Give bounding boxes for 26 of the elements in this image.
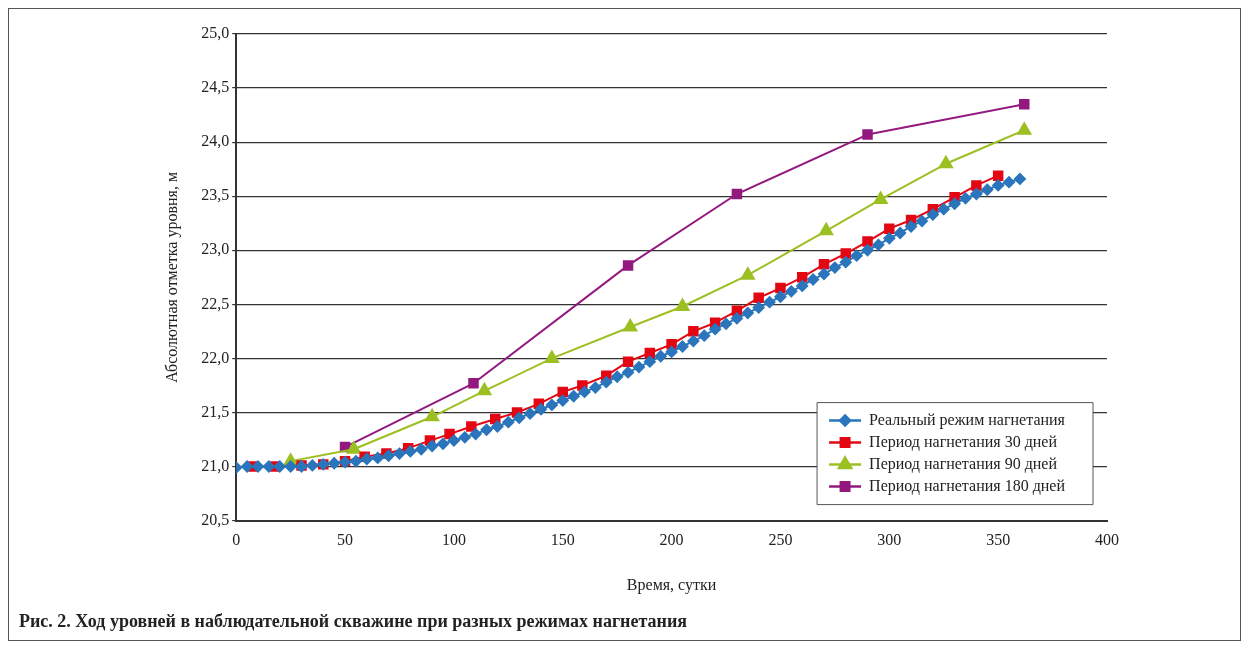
y-tick-label: 22,0 [201, 348, 230, 366]
legend-label: Период нагнетания 180 дней [869, 476, 1066, 495]
legend-label: Реальный режим нагнетания [869, 410, 1066, 429]
legend-label: Период нагнетания 90 дней [869, 454, 1058, 473]
y-tick-label: 21,5 [201, 402, 230, 420]
x-tick-label: 200 [659, 531, 684, 549]
y-tick-label: 22,5 [201, 294, 230, 312]
text: Рис. 2. Ход уровней в наблюдательной скважине при разных режимах нагнетания [19, 611, 687, 632]
x-tick-label: 400 [1095, 531, 1119, 549]
x-tick-label: 50 [337, 531, 354, 549]
y-tick-label: 24,0 [201, 132, 230, 150]
y-tick-label: 21,0 [201, 456, 230, 474]
y-tick-label: 20,5 [201, 510, 230, 528]
x-tick-label: 250 [768, 531, 793, 549]
y-tick-label: 25,0 [201, 24, 230, 42]
y-axis-title: Абсолютная отметка уровня, м [162, 171, 181, 383]
y-tick-label: 23,0 [201, 240, 230, 258]
x-tick-label: 100 [441, 531, 466, 549]
x-tick-label: 350 [986, 531, 1011, 549]
legend-label: Период нагнетания 30 дней [869, 432, 1058, 451]
x-axis-title: Время, сутки [626, 575, 717, 594]
y-tick-label: 23,5 [201, 186, 230, 204]
y-tick-label: 24,5 [201, 78, 230, 96]
x-tick-label: 150 [550, 531, 575, 549]
x-tick-label: 300 [877, 531, 902, 549]
x-tick-label: 0 [232, 531, 241, 549]
